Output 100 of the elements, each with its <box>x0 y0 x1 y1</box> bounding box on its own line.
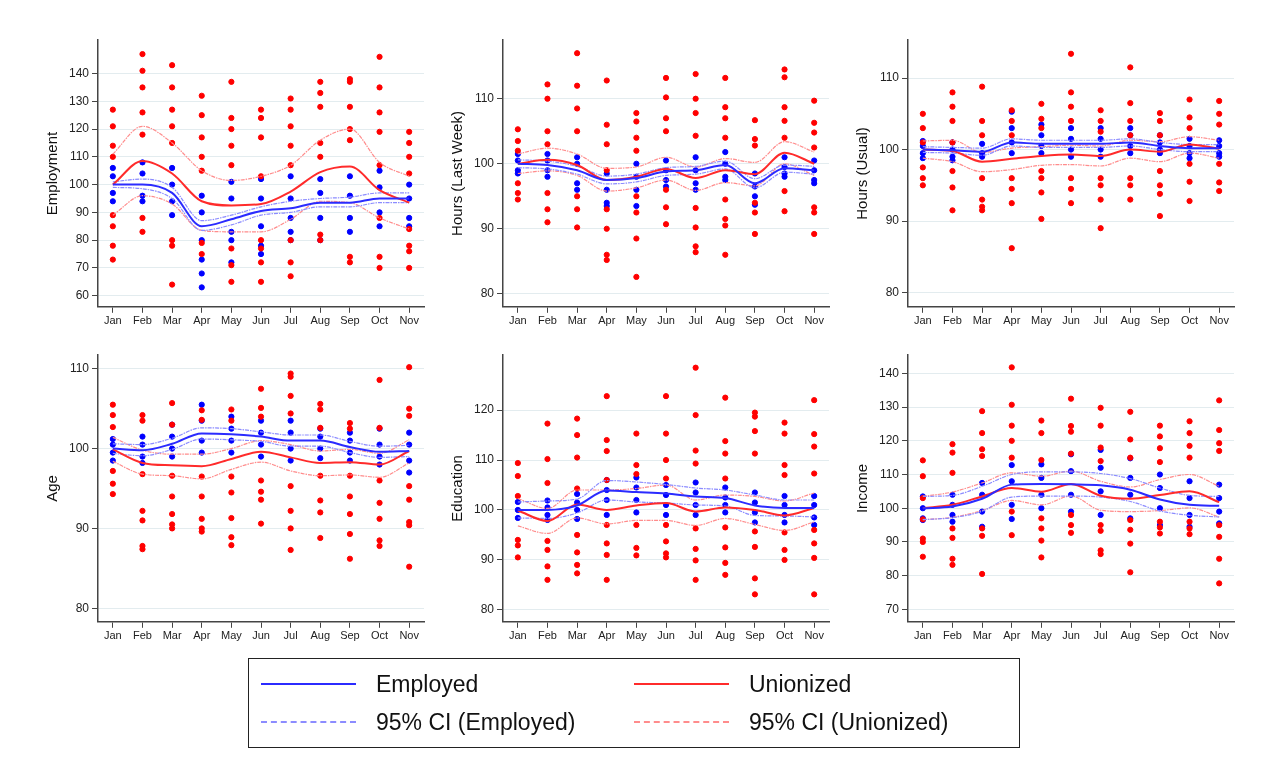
x-tick-label: Jan <box>103 629 122 642</box>
x-tick-label: Mar <box>567 314 587 327</box>
y-tick-label: 100 <box>473 156 495 171</box>
x-tick-label: Jun <box>657 314 675 327</box>
x-tick-label: Oct <box>1180 314 1199 327</box>
x-tick-label: Sep <box>1150 314 1170 327</box>
x-tick-label: May <box>1030 314 1053 327</box>
x-tick-label: Apr <box>1003 629 1021 642</box>
y-tick-label: 110 <box>879 70 900 85</box>
x-tick-label: Apr <box>1003 314 1021 327</box>
x-tick-label: May <box>625 314 648 327</box>
x-tick-label: Oct <box>370 314 389 327</box>
x-tick-label: Jan <box>508 629 527 642</box>
x-tick-label: Aug <box>715 314 736 327</box>
y-tick-label: 80 <box>480 602 495 617</box>
x-tick-label: Jul <box>1093 629 1108 642</box>
x-tick-label: Jun <box>1062 314 1080 327</box>
y-tick-label: 120 <box>68 121 90 136</box>
y-tick-label: 100 <box>473 502 495 517</box>
x-tick-label: Feb <box>132 629 152 642</box>
x-tick-label: Mar <box>567 629 587 642</box>
x-tick-label: May <box>220 314 243 327</box>
x-tick-label: Jun <box>252 314 270 327</box>
x-tick-label: Sep <box>745 629 765 642</box>
x-tick-label: Oct <box>370 629 389 642</box>
y-axis-title: Hours (Usual) <box>853 127 871 220</box>
x-tick-label: Oct <box>1180 629 1199 642</box>
y-tick-label: 80 <box>885 567 900 582</box>
x-tick-label: Mar <box>972 314 992 327</box>
x-tick-label: Aug <box>310 314 331 327</box>
y-tick-label: 100 <box>878 500 900 515</box>
x-tick-label: May <box>1030 629 1053 642</box>
y-tick-label: 100 <box>68 176 90 191</box>
y-tick-label: 110 <box>879 466 900 481</box>
x-tick-label: Jun <box>1062 629 1080 642</box>
x-tick-label: Nov <box>1209 314 1230 327</box>
y-tick-label: 110 <box>474 452 495 467</box>
x-tick-label: Aug <box>310 629 331 642</box>
x-tick-label: Jul <box>688 314 703 327</box>
y-tick-label: 100 <box>878 141 900 156</box>
y-axis-title: Income <box>853 463 871 514</box>
x-tick-label: Sep <box>340 629 360 642</box>
x-tick-label: Oct <box>775 629 794 642</box>
x-tick-label: Mar <box>162 314 182 327</box>
y-tick-label: 120 <box>473 402 495 417</box>
y-tick-label: 80 <box>75 600 90 615</box>
x-tick-label: May <box>625 629 648 642</box>
x-tick-label: Jun <box>657 629 675 642</box>
y-tick-label: 140 <box>878 365 900 380</box>
y-axis-title: Age <box>43 475 61 502</box>
y-tick-label: 110 <box>69 361 90 376</box>
y-tick-label: 120 <box>878 433 900 448</box>
x-tick-label: Sep <box>1150 629 1170 642</box>
x-tick-label: Aug <box>1120 629 1141 642</box>
y-tick-label: 90 <box>480 552 495 567</box>
x-tick-label: Jan <box>913 629 932 642</box>
x-tick-label: Jul <box>1093 314 1108 327</box>
x-tick-label: Feb <box>537 629 557 642</box>
x-tick-label: Nov <box>804 314 825 327</box>
x-tick-label: Aug <box>715 629 736 642</box>
y-axis-title: Education <box>448 455 466 522</box>
x-tick-label: Feb <box>537 314 557 327</box>
y-axis-title: Employment <box>43 130 61 216</box>
x-tick-label: Apr <box>193 629 211 642</box>
legend-label: Employed <box>376 670 479 698</box>
x-tick-label: Apr <box>598 314 616 327</box>
y-tick-label: 100 <box>68 440 90 455</box>
x-tick-label: Sep <box>745 314 765 327</box>
x-tick-label: Nov <box>804 629 825 642</box>
y-tick-label: 90 <box>885 213 900 228</box>
y-tick-label: 60 <box>75 288 90 302</box>
x-tick-label: Jan <box>508 314 527 327</box>
x-tick-label: Apr <box>598 629 616 642</box>
y-tick-label: 70 <box>75 260 90 275</box>
y-tick-label: 90 <box>75 204 90 219</box>
y-tick-label: 130 <box>878 399 900 414</box>
x-tick-label: Nov <box>1209 629 1230 642</box>
x-tick-label: Oct <box>775 314 794 327</box>
y-tick-label: 80 <box>480 286 495 301</box>
y-tick-label: 90 <box>480 221 495 236</box>
x-tick-label: Nov <box>399 314 420 327</box>
y-tick-label: 80 <box>885 284 900 299</box>
x-tick-label: Apr <box>193 314 211 327</box>
y-tick-label: 70 <box>885 601 900 616</box>
legend-label: Unionized <box>749 670 852 698</box>
legend-label: 95% CI (Employed) <box>376 708 576 736</box>
x-tick-label: Aug <box>1120 314 1141 327</box>
x-tick-label: Jul <box>688 629 703 642</box>
x-tick-label: Mar <box>162 629 182 642</box>
x-tick-label: Jul <box>283 314 298 327</box>
y-tick-label: 110 <box>474 91 495 106</box>
x-tick-label: Jan <box>103 314 122 327</box>
x-tick-label: Nov <box>399 629 420 642</box>
x-tick-label: Jun <box>252 629 270 642</box>
y-tick-label: 80 <box>75 232 90 247</box>
y-tick-label: 130 <box>68 93 90 108</box>
x-tick-label: Feb <box>942 629 962 642</box>
y-tick-label: 140 <box>68 65 90 80</box>
y-axis-title: Hours (Last Week) <box>448 111 466 236</box>
y-tick-label: 90 <box>885 534 900 549</box>
